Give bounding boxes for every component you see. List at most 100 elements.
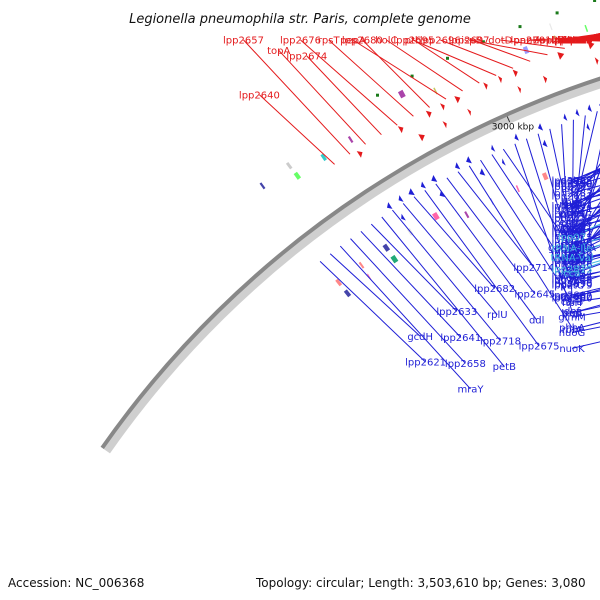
reverse-callout-line: [571, 170, 600, 233]
reverse-callout-line: [339, 245, 471, 390]
forward-callout-line: [278, 49, 366, 145]
reverse-gene-label: feoA: [561, 201, 584, 212]
reverse-gene-label: lpp2654: [552, 244, 593, 255]
reverse-gene-label: enhC: [559, 217, 585, 228]
reverse-callout-line: [435, 183, 538, 321]
reverse-callout-line: [319, 261, 426, 363]
reverse-callout-line: [491, 154, 573, 276]
reverse-gene-label: ftsX: [562, 224, 581, 235]
forward-gene-label: topA: [267, 46, 290, 57]
reverse-gene-label: lpp2645: [514, 290, 555, 301]
reverse-gene-label: murC: [558, 266, 585, 277]
reverse-gene-label: petC: [560, 280, 583, 291]
forward-gene-label: lepA: [561, 36, 583, 47]
forward-gene-label: ispB: [461, 36, 482, 47]
reverse-callout-line: [370, 223, 458, 312]
reverse-callout-line: [329, 253, 421, 337]
reverse-gene-label: obgE: [559, 225, 584, 236]
forward-gene-label: lpp2736: [552, 36, 593, 47]
reverse-gene-label: ddl: [529, 316, 544, 327]
reverse-gene-label: lpp2710: [552, 250, 593, 261]
forward-gene-label: dnaX: [559, 36, 585, 47]
kbp-ticks: 3000 kbp3050 kbp3100 kbp3150 kbp3200 kbp…: [492, 116, 534, 132]
forward-gene-label: lpp2734: [552, 36, 593, 47]
reverse-gene-label: def: [564, 307, 581, 318]
reverse-gene-label: lpp2796: [552, 178, 593, 189]
reverse-gene-label: lpp2747: [552, 210, 593, 221]
reverse-gene-label: thrS: [562, 197, 583, 208]
reverse-callout-line: [571, 168, 600, 258]
reverse-callout-line: [350, 238, 466, 364]
forward-gene-arrow: [483, 82, 488, 90]
forward-gene-label: lpp2844: [552, 36, 593, 47]
forward-gene-label: lpp2731: [552, 36, 593, 47]
feature-block: [390, 254, 399, 264]
forward-gene-arrow: [557, 52, 565, 60]
forward-gene-label: hemC: [557, 36, 586, 47]
backbone-shadow: [102, 79, 600, 454]
reverse-gene-label: icmV: [560, 224, 585, 235]
tick-mark: [506, 116, 511, 123]
reverse-gene-label: lpp2683: [552, 192, 593, 203]
reverse-gene-label: lpp2753: [552, 235, 593, 246]
feature-block: [432, 211, 440, 221]
reverse-gene-label: nuoJ: [561, 238, 583, 249]
reverse-callout-line: [468, 165, 573, 328]
reverse-gene-label: lpp2807: [552, 290, 593, 301]
forward-gene-arrow: [497, 75, 502, 84]
feature-block: [515, 185, 520, 193]
reverse-gene-label: lpp2780: [552, 293, 593, 304]
forward-gene-label: lpp2735: [552, 36, 593, 47]
forward-gene-label: holC: [375, 36, 397, 47]
reverse-gene-label: nuoG: [559, 328, 586, 339]
reverse-gene-arrow: [538, 123, 544, 131]
forward-gene-label: lpp2695: [393, 36, 434, 47]
forward-callout-line: [259, 94, 335, 165]
reverse-gene-label: lpp2633: [436, 307, 477, 318]
reverse-gene-label: smc: [562, 228, 582, 239]
reverse-gene-label: murD: [558, 271, 586, 282]
reverse-gene-label: ftsH: [562, 298, 582, 309]
reverse-gene-label: lpp2781: [552, 227, 593, 238]
feature-block: [541, 172, 549, 181]
forward-gene-arrow: [517, 86, 521, 94]
reverse-gene-label: rpmA: [558, 254, 585, 265]
reverse-gene-arrow: [502, 158, 506, 166]
reverse-callout-line: [360, 230, 462, 338]
reverse-gene-label: lpp2681: [552, 253, 593, 264]
forward-callout-line: [243, 39, 351, 155]
forward-gene-label: lpp2745: [552, 36, 593, 47]
feature-block: [522, 46, 530, 55]
feature-block: [584, 24, 589, 32]
reverse-callout-line: [571, 189, 600, 215]
reverse-gene-arrow: [491, 144, 496, 152]
forward-callout-line: [412, 39, 497, 76]
gc-marker: [376, 93, 379, 97]
reverse-gene-label: rbfA: [562, 325, 583, 336]
forward-gene-arrow: [425, 110, 432, 118]
forward-gene-label: pepA: [340, 36, 366, 47]
reverse-callout-line: [525, 138, 573, 286]
forward-gene-arrow: [397, 126, 404, 134]
reverse-gene-label: lpp2801: [552, 222, 593, 233]
reverse-gene-label: truB: [561, 308, 582, 319]
reverse-gene-label: nuoK: [559, 344, 585, 355]
reverse-gene-label: miaA: [559, 270, 585, 281]
forward-callout-line: [413, 39, 480, 84]
feature-block: [382, 243, 391, 252]
reverse-gene-label: sspA: [560, 240, 584, 251]
forward-gene-arrow: [512, 69, 518, 77]
forward-gene-arrow: [356, 151, 363, 158]
reverse-callout-line: [392, 209, 501, 342]
forward-gene-arrow: [454, 96, 461, 104]
reverse-gene-label: feoB: [561, 184, 584, 195]
map-title: Legionella pneumophila str. Paris, compl…: [129, 12, 471, 27]
reverse-gene-arrow: [431, 175, 438, 182]
rna-gene-label: cca: [563, 268, 580, 279]
reverse-gene-label: glmM: [558, 313, 586, 324]
forward-gene-label: lpp2773: [552, 36, 593, 47]
forward-gene-label: lpp2697: [449, 36, 490, 47]
reverse-callout-line: [502, 148, 573, 250]
reverse-gene-arrow: [466, 156, 472, 164]
gene-callouts: [243, 33, 600, 390]
